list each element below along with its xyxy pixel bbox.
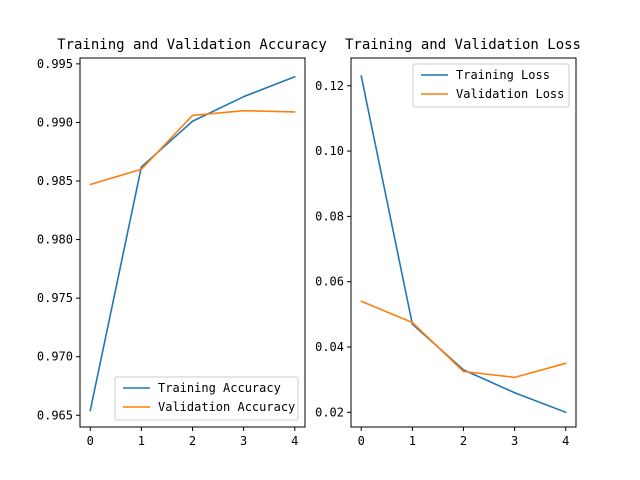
loss-y-tick-label: 0.02 xyxy=(315,405,344,419)
loss-x-tick-label: 2 xyxy=(460,434,467,448)
accuracy-y-tick-label: 0.990 xyxy=(37,115,73,129)
loss-x-tick-label: 4 xyxy=(562,434,569,448)
loss-y-tick-label: 0.10 xyxy=(315,144,344,158)
accuracy-series-validation-point xyxy=(191,114,194,117)
accuracy-y-tick-label: 0.995 xyxy=(37,57,73,71)
loss-y-tick-label: 0.06 xyxy=(315,275,344,289)
loss-legend-box xyxy=(412,63,570,108)
loss-y-tick-label: 0.08 xyxy=(315,209,344,223)
loss-series-validation-point xyxy=(360,300,363,303)
accuracy-legend-label: Training Accuracy xyxy=(158,381,281,395)
loss-series-validation-point xyxy=(513,376,516,379)
loss-y-tick-label: 0.04 xyxy=(315,340,344,354)
loss-plot-area: 0 1 2 3 4 0.02 0.04 0.06 0.08 0.10 0.12 Training Lo… xyxy=(315,57,577,448)
loss-series-validation-point xyxy=(411,321,414,324)
loss-x-tick-label: 3 xyxy=(511,434,518,448)
accuracy-series-training-point xyxy=(293,75,296,78)
accuracy-x-tick-label: 2 xyxy=(189,434,196,448)
loss-legend-label: Validation Loss xyxy=(456,87,564,101)
loss-x-tick-label: 1 xyxy=(409,434,416,448)
loss-y-tick-label: 0.12 xyxy=(315,79,344,93)
accuracy-chart: Training and Validation Accuracy 0 1 2 3 4 0.… xyxy=(37,37,327,448)
accuracy-legend: Training Accuracy Validation Accuracy xyxy=(114,376,299,421)
accuracy-x-tick-label: 3 xyxy=(240,434,247,448)
loss-series-validation-point xyxy=(462,370,465,373)
loss-series-training-point xyxy=(564,411,567,414)
loss-chart: Training and Validation Loss 0 1 2 3 4 0.02 0.… xyxy=(315,37,581,448)
accuracy-series-validation-point xyxy=(140,168,143,171)
loss-chart-title: Training and Validation Loss xyxy=(345,37,581,53)
accuracy-series-training-point xyxy=(191,120,194,123)
accuracy-plot-area: 0 1 2 3 4 0.965 0.970 0.975 0.980 0.985 0.990 0.995… xyxy=(37,57,306,448)
accuracy-series-validation-point xyxy=(89,183,92,186)
accuracy-series-validation-point xyxy=(242,109,245,112)
loss-x-tick-label: 0 xyxy=(358,434,365,448)
accuracy-legend-box xyxy=(114,376,299,421)
loss-legend: Training Loss Validation Loss xyxy=(412,63,570,108)
accuracy-series-training-point xyxy=(140,166,143,168)
loss-series-validation-point xyxy=(564,362,567,365)
accuracy-series-training-point xyxy=(242,95,245,98)
accuracy-y-tick-label: 0.970 xyxy=(37,350,73,364)
loss-series-training-point xyxy=(513,391,516,394)
accuracy-y-tick-label: 0.985 xyxy=(37,174,73,188)
accuracy-series-training-point xyxy=(89,409,92,412)
loss-series-training-point xyxy=(360,75,363,77)
accuracy-series-validation-point xyxy=(293,111,296,113)
accuracy-x-tick-label: 1 xyxy=(138,434,145,448)
accuracy-y-tick-label: 0.980 xyxy=(37,233,73,247)
accuracy-legend-label: Validation Accuracy xyxy=(158,400,295,414)
accuracy-x-tick-label: 0 xyxy=(87,434,94,448)
loss-legend-label: Training Loss xyxy=(456,68,550,82)
accuracy-x-tick-label: 4 xyxy=(291,434,298,448)
accuracy-chart-title: Training and Validation Accuracy xyxy=(57,37,327,53)
accuracy-y-tick-label: 0.965 xyxy=(37,408,73,422)
accuracy-y-tick-label: 0.975 xyxy=(37,291,73,305)
